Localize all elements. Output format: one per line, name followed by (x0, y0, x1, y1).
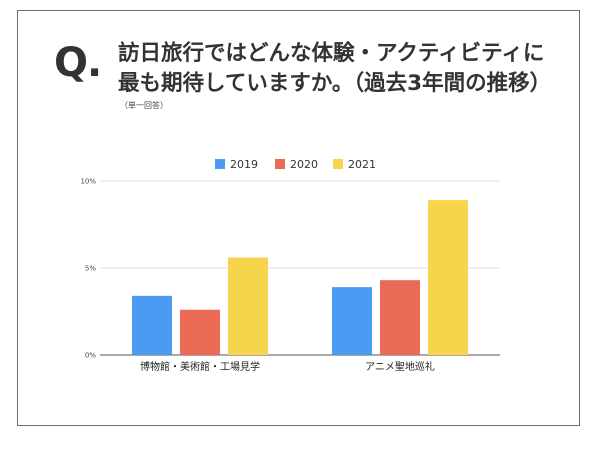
legend-swatch-2020 (275, 159, 285, 169)
bar-2020-1 (380, 280, 420, 355)
question-title-line-1: 訪日旅行ではどんな体験・アクティビティに (118, 41, 545, 66)
bar-2019-0 (132, 295, 172, 355)
legend-label-2021: 2021 (348, 158, 376, 171)
bar-2021-1 (428, 200, 468, 355)
bar-2019-1 (332, 287, 372, 355)
bar-2020-0 (180, 309, 220, 355)
legend-label-2019: 2019 (230, 158, 258, 171)
category-label-0: 博物館・美術館・工場見学 (140, 360, 260, 373)
y-tick-label-2: 10% (80, 178, 96, 186)
category-label-1: アニメ聖地巡礼 (365, 360, 435, 373)
question-mark: Q. (54, 40, 102, 86)
legend-label-2020: 2020 (290, 158, 318, 171)
bar-2021-0 (228, 257, 268, 355)
legend-swatch-2021 (333, 159, 343, 169)
legend-swatch-2019 (215, 159, 225, 169)
question-title-line-2: 最も期待していますか。（過去3年間の推移） (118, 71, 552, 96)
chart-frame (17, 10, 580, 426)
y-tick-label-1: 5% (85, 265, 96, 273)
answer-type-note: （単一回答） (120, 101, 168, 110)
y-tick-label-0: 0% (85, 352, 96, 360)
